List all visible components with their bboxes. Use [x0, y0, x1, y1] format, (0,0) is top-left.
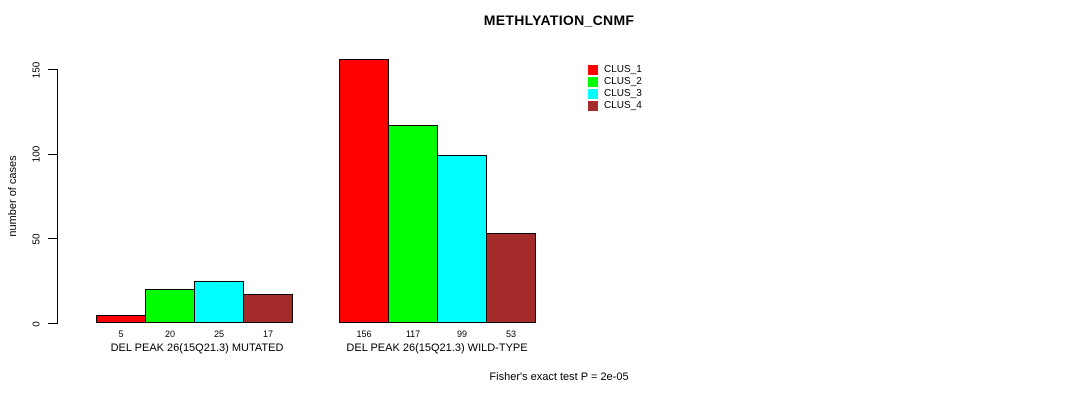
y-axis-tick — [48, 153, 57, 155]
legend: CLUS_1 CLUS_2 CLUS_3 CLUS_4 — [588, 64, 642, 112]
y-axis-tick-label: 100 — [31, 145, 43, 163]
y-axis-tick-label: 150 — [31, 61, 43, 78]
legend-item-clus_4: CLUS_4 — [588, 100, 642, 112]
bar-value-label: 5 — [118, 329, 124, 339]
bar-value-label: 25 — [213, 329, 224, 339]
bar-clus_4-group1 — [486, 233, 536, 323]
legend-item-clus_1: CLUS_1 — [588, 64, 642, 76]
legend-label: CLUS_3 — [604, 88, 642, 99]
legend-label: CLUS_4 — [604, 100, 642, 111]
y-axis-tick — [48, 323, 57, 324]
bar-clus_3-group0 — [194, 281, 244, 323]
bar-clus_2-group0 — [145, 289, 195, 323]
legend-swatch-clus_2 — [588, 77, 598, 87]
bar-clus_3-group1 — [437, 155, 487, 323]
bar-clus_2-group1 — [388, 125, 438, 323]
bar-value-label: 156 — [356, 329, 372, 339]
bar-value-label: 99 — [456, 329, 467, 339]
y-axis-tick — [48, 69, 57, 70]
y-axis-line — [57, 69, 58, 324]
legend-label: CLUS_2 — [604, 76, 642, 87]
legend-label: CLUS_1 — [604, 64, 642, 75]
chart-title: METHLYATION_CNMF — [483, 12, 635, 28]
bar-value-label: 17 — [262, 329, 273, 339]
legend-item-clus_3: CLUS_3 — [588, 88, 642, 100]
legend-item-clus_2: CLUS_2 — [588, 76, 642, 88]
y-axis-label: number of cases — [7, 155, 19, 237]
legend-swatch-clus_4 — [588, 101, 598, 111]
x-group-label-mutated: DEL PEAK 26(15Q21.3) MUTATED — [110, 342, 284, 354]
bar-value-label: 53 — [505, 329, 516, 339]
x-group-label-wildtype: DEL PEAK 26(15Q21.3) WILD-TYPE — [346, 342, 528, 354]
y-axis-tick — [48, 238, 57, 240]
fisher-test-annotation: Fisher's exact test P = 2e-05 — [489, 371, 629, 383]
y-axis-tick-label: 0 — [31, 320, 43, 327]
bar-value-label: 20 — [164, 329, 175, 339]
bar-value-label: 117 — [405, 329, 421, 339]
legend-swatch-clus_1 — [588, 65, 598, 75]
y-axis-tick-label: 50 — [31, 233, 43, 245]
bar-clus_4-group0 — [243, 294, 293, 323]
bar-clus_1-group1 — [339, 59, 389, 323]
bar-clus_1-group0 — [96, 315, 146, 323]
legend-swatch-clus_3 — [588, 89, 598, 99]
